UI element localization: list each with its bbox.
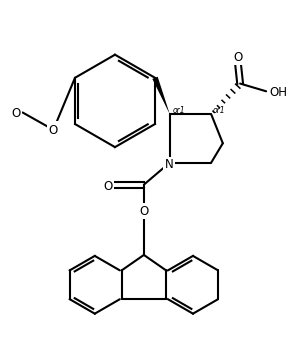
Polygon shape	[152, 77, 170, 114]
Text: or1: or1	[173, 106, 185, 115]
Text: OH: OH	[269, 86, 287, 99]
Text: or1: or1	[212, 106, 225, 115]
Text: O: O	[233, 51, 243, 64]
Text: O: O	[49, 124, 58, 137]
Text: N: N	[164, 158, 173, 171]
Text: O: O	[139, 205, 148, 218]
Text: O: O	[104, 180, 113, 193]
Text: O: O	[11, 107, 21, 120]
Text: O: O	[49, 123, 58, 136]
